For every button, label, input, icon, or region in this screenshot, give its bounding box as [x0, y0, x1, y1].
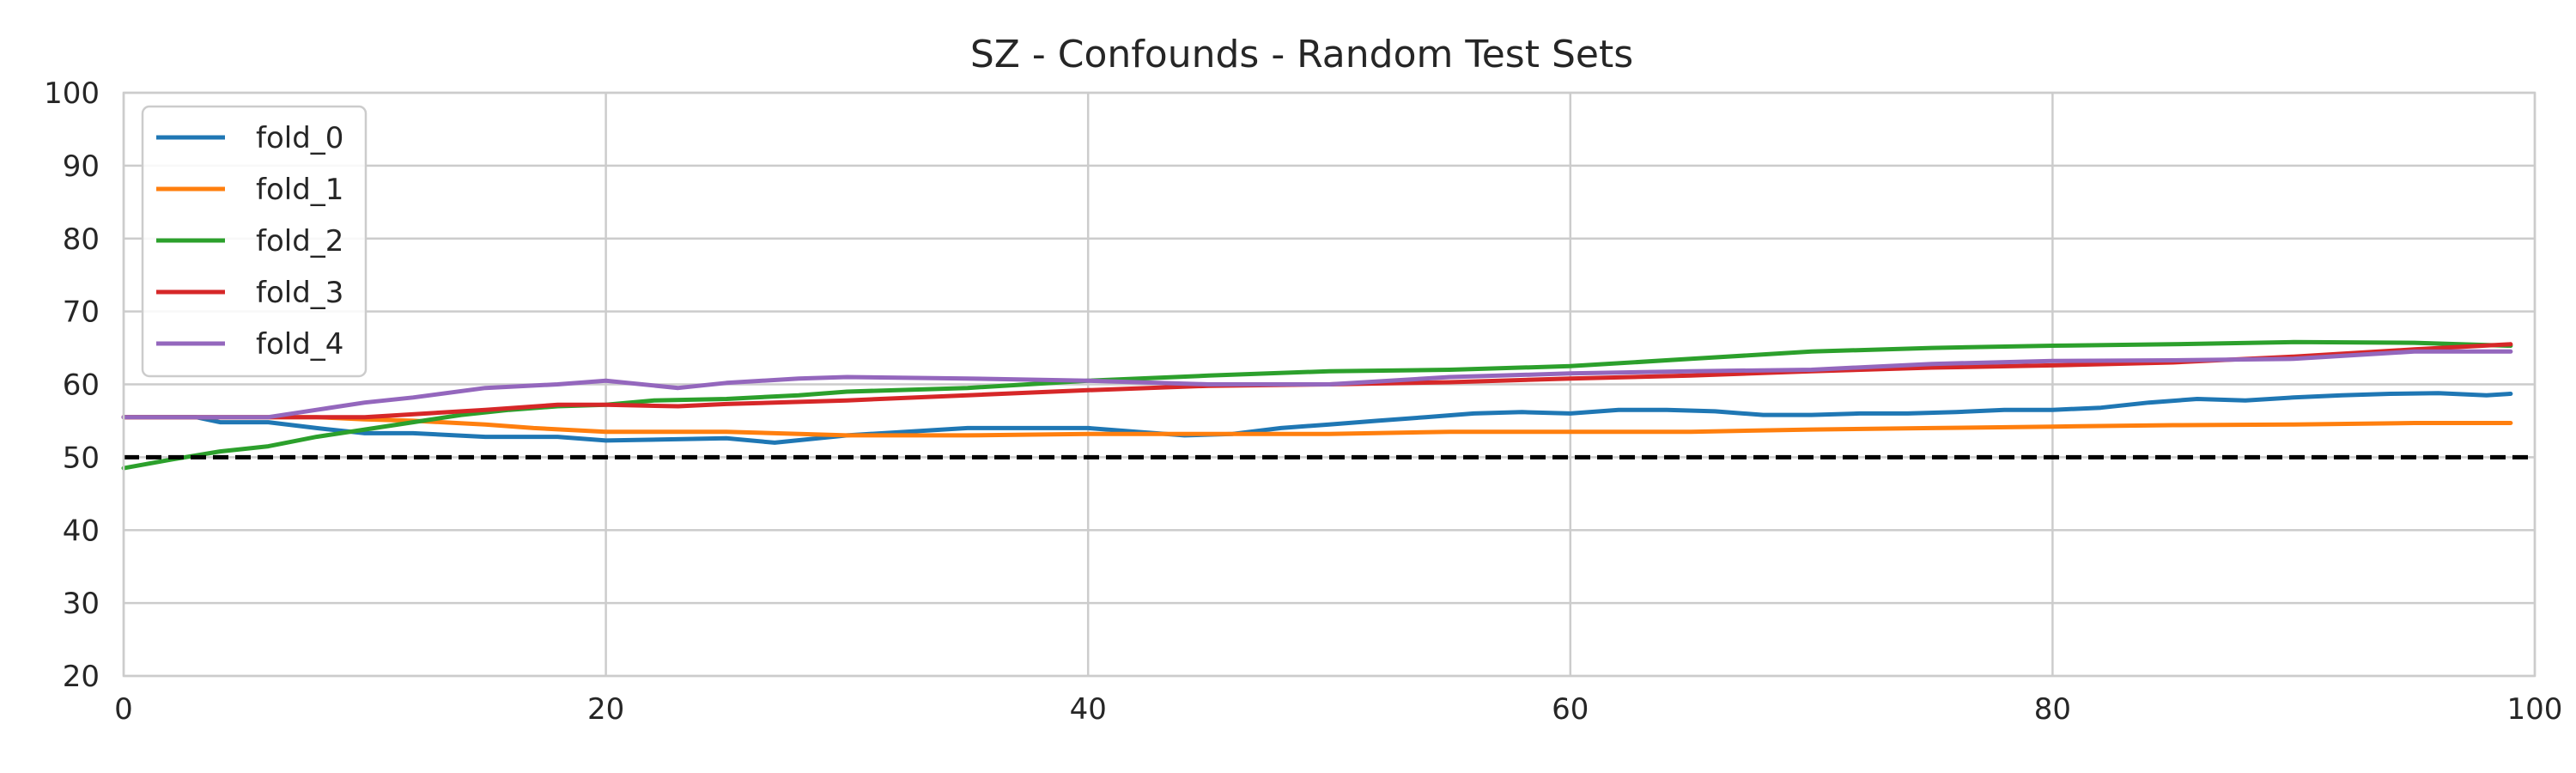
y-tick-label: 30 — [63, 587, 100, 621]
series-line-fold_0 — [121, 391, 2513, 445]
legend-label-fold_3: fold_3 — [256, 276, 343, 310]
series-line-fold_4 — [121, 349, 2513, 420]
y-tick-label: 50 — [63, 441, 100, 475]
series-line-fold_2 — [121, 339, 2513, 471]
y-tick-label: 100 — [44, 76, 100, 111]
y-tick-label: 80 — [63, 222, 100, 257]
legend-label-fold_0: fold_0 — [256, 121, 343, 155]
chart-title: SZ - Confounds - Random Test Sets — [970, 33, 1633, 76]
y-tick-label: 40 — [63, 514, 100, 548]
legend-label-fold_1: fold_1 — [256, 173, 343, 207]
plot-frame — [122, 91, 2537, 678]
y-tick-label: 90 — [63, 149, 100, 184]
x-tick-label: 60 — [1552, 692, 1589, 727]
x-tick-label: 20 — [587, 692, 624, 727]
y-tick-label: 20 — [63, 660, 100, 694]
x-tick-label: 80 — [2034, 692, 2071, 727]
x-tick-label: 40 — [1070, 692, 1107, 727]
y-tick-label: 60 — [63, 368, 100, 403]
legend-label-fold_2: fold_2 — [256, 224, 343, 259]
x-tick-label: 100 — [2507, 692, 2563, 727]
x-tick-label: 0 — [114, 692, 133, 727]
legend-box — [141, 105, 368, 378]
x-axis-ticks: 0 20 40 60 80 100 — [114, 692, 2562, 727]
y-axis-ticks: 20 30 40 50 60 70 80 90 100 — [44, 76, 100, 694]
series-group — [121, 339, 2513, 471]
y-tick-label: 70 — [63, 295, 100, 330]
legend: fold_0 fold_1 fold_2 fold_3 fold_4 — [141, 105, 368, 378]
legend-label-fold_4: fold_4 — [256, 327, 343, 362]
series-line-fold_3 — [121, 342, 2513, 420]
series-line-fold_1 — [121, 415, 2513, 438]
